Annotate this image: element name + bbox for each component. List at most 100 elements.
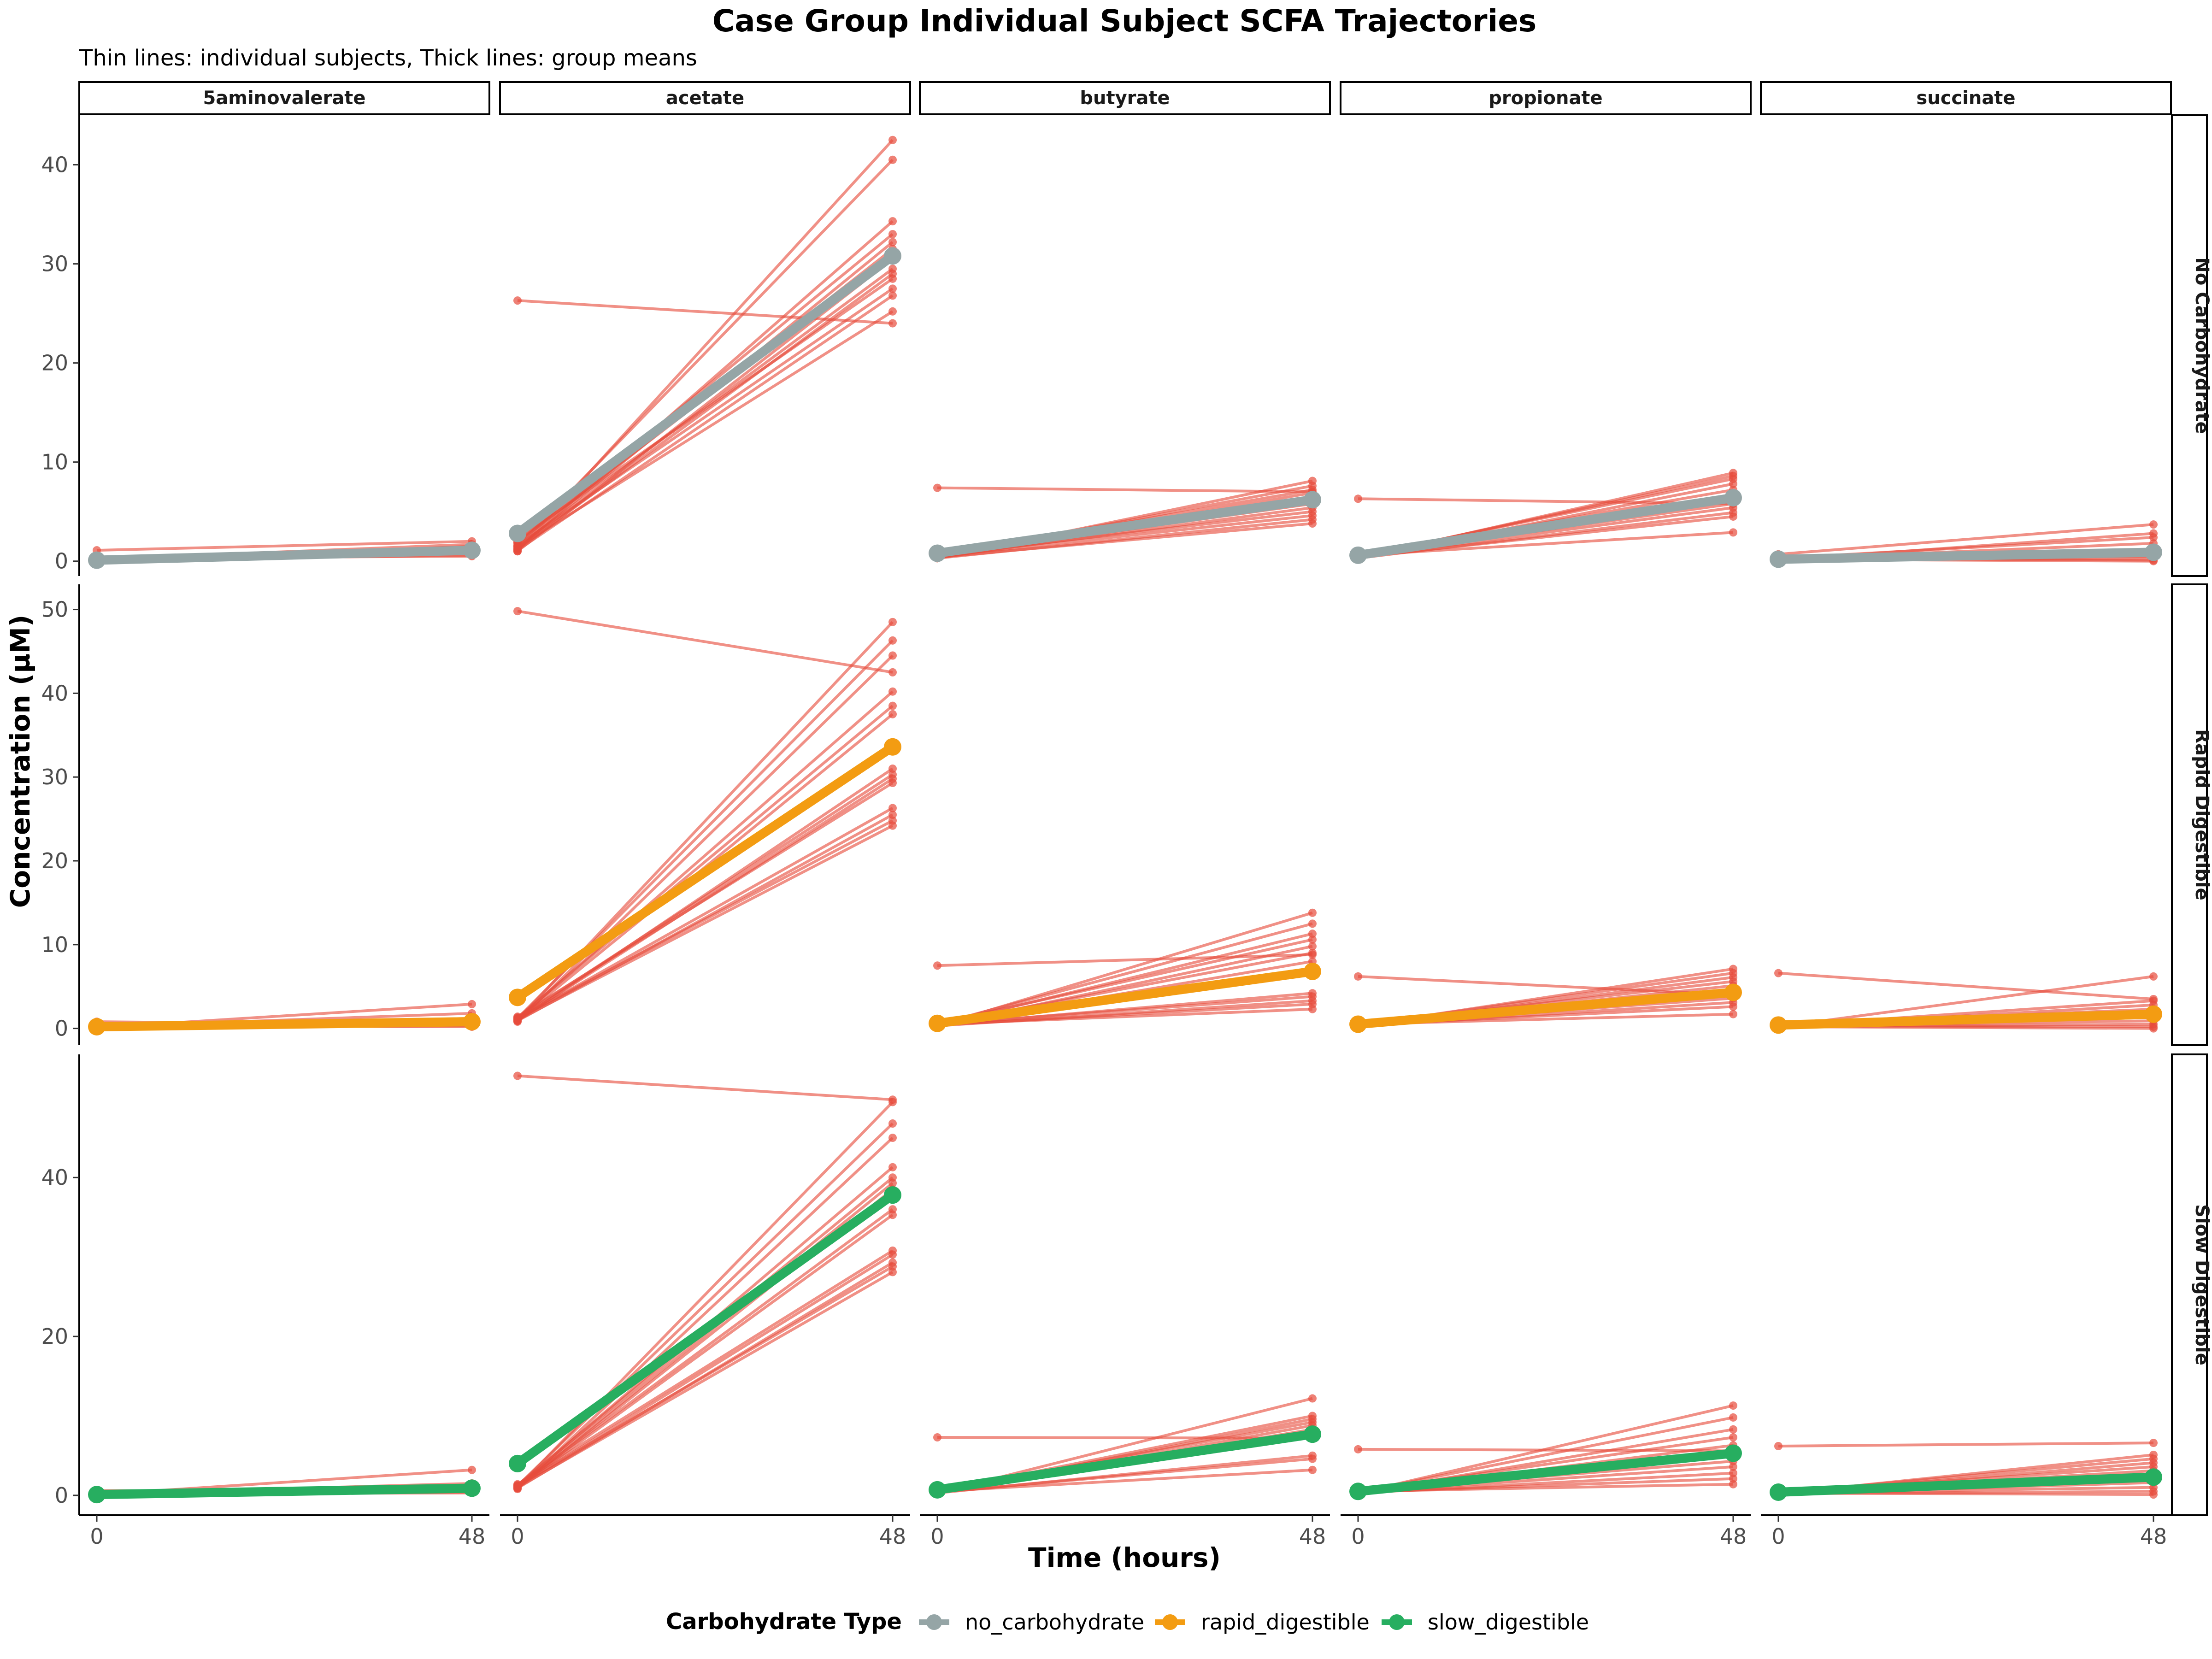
y-tick-label: 10 (41, 450, 68, 475)
group-mean-point (1724, 489, 1742, 507)
x-tick-label: 48 (2140, 1524, 2167, 1549)
x-tick-label: 48 (459, 1524, 486, 1549)
panel-rapid-digestible-succinate (1770, 969, 2162, 1034)
subject-point (1729, 1480, 1737, 1488)
group-mean-point (884, 1186, 901, 1204)
panel-no-carbohydrate-acetate (509, 135, 901, 556)
group-mean-point (1349, 1483, 1367, 1500)
group-mean-point (2145, 1005, 2162, 1023)
x-tick-label: 48 (1299, 1524, 1326, 1549)
panel-slow-digestible-acetate (509, 1071, 901, 1494)
subject-line (517, 310, 894, 549)
group-mean-line (513, 742, 897, 1002)
subject-point (1354, 494, 1362, 503)
legend-key-point (926, 1614, 942, 1630)
group-mean-point (2145, 543, 2162, 561)
subject-point (1729, 1425, 1737, 1434)
strip-label-succinate: succinate (1916, 88, 2015, 109)
subject-point (1729, 528, 1737, 537)
subject-point (888, 1250, 897, 1259)
group-mean-line (1774, 1472, 2158, 1497)
strip-label-acetate: acetate (666, 88, 744, 109)
x-tick-label: 0 (1351, 1524, 1365, 1549)
subject-point (2149, 533, 2158, 542)
subject-line (937, 1007, 1313, 1026)
subject-line (1778, 971, 2154, 1000)
subject-point (1308, 919, 1317, 928)
subject-point (888, 710, 897, 718)
group-mean-line (1353, 988, 1738, 1029)
x-tick-label: 0 (1771, 1524, 1785, 1549)
strip-label-rapid-digestible: Rapid Digestible (2191, 729, 2212, 900)
subject-point (1354, 1445, 1362, 1453)
subject-point (1308, 519, 1317, 528)
group-mean-line (1353, 1448, 1738, 1496)
group-mean-line (92, 1483, 477, 1500)
subject-line (517, 782, 894, 1018)
subject-point (1308, 1005, 1317, 1013)
group-mean-point (88, 551, 106, 569)
group-mean-point (1349, 546, 1367, 564)
x-tick-label: 0 (511, 1524, 524, 1549)
subject-point (1308, 1394, 1317, 1403)
group-mean-line (92, 1017, 477, 1031)
legend-key-point (1389, 1614, 1405, 1630)
group-mean-point (88, 1018, 106, 1035)
group-mean-line (933, 967, 1317, 1028)
subject-point (468, 1000, 476, 1008)
panel-slow-digestible-5aminovalerate (88, 1465, 481, 1504)
chart-subtitle: Thin lines: individual subjects, Thick l… (79, 45, 697, 71)
subject-line (937, 938, 1313, 1025)
subject-point (933, 961, 941, 970)
panel-no-carbohydrate-5aminovalerate (88, 537, 481, 569)
group-mean-point (929, 1481, 946, 1499)
subject-point (2149, 972, 2158, 981)
group-mean-point (1770, 550, 1787, 568)
subject-point (888, 230, 897, 239)
panels-layer: 5aminovalerate acetate butyrate propionate s… (41, 81, 2212, 1549)
panel-no-carbohydrate-succinate (1770, 520, 2162, 568)
subject-point (1308, 949, 1317, 957)
subject-point (888, 618, 897, 626)
y-tick-label: 40 (41, 681, 68, 706)
panel-slow-digestible-butyrate (929, 1394, 1321, 1499)
subject-point (1308, 930, 1317, 938)
subject-line (517, 287, 894, 547)
subject-line (937, 953, 1313, 967)
group-mean-line (933, 1430, 1317, 1494)
group-mean-line (1774, 1009, 2158, 1030)
y-tick-label: 20 (41, 848, 68, 873)
group-mean-line (1774, 547, 2158, 564)
x-tick-label: 0 (90, 1524, 103, 1549)
subject-point (888, 135, 897, 144)
group-mean-point (463, 1479, 481, 1497)
y-tick-label: 40 (41, 1165, 68, 1190)
group-mean-point (1724, 983, 1742, 1001)
strip-label-slow-digestible: Slow Digestible (2191, 1204, 2212, 1365)
subject-line (517, 1213, 894, 1489)
subject-line (517, 1265, 894, 1487)
panel-no-carbohydrate-butyrate (929, 477, 1321, 563)
legend-title: Carbohydrate Type (666, 1609, 902, 1635)
legend-item-no-carbohydrate: no_carbohydrate (919, 1610, 1144, 1635)
subject-point (888, 765, 897, 773)
legend-label-no-carbohydrate: no_carbohydrate (965, 1610, 1144, 1635)
subject-point (888, 1119, 897, 1128)
y-axis-title: Concentration (µM) (5, 615, 36, 908)
strip-propionate (1340, 81, 1752, 115)
group-mean-point (1770, 1016, 1787, 1034)
group-mean-point (509, 1454, 526, 1472)
subject-point (888, 274, 897, 283)
subject-line (937, 922, 1313, 1026)
subject-point (1774, 1442, 1783, 1450)
subject-line (937, 995, 1313, 1026)
legend-item-rapid-digestible: rapid_digestible (1155, 1610, 1370, 1635)
subject-line (1358, 1416, 1734, 1494)
legend: Carbohydrate Type no_carbohydrate rapid_… (666, 1609, 1589, 1635)
subject-point (888, 811, 897, 819)
x-tick-label: 0 (930, 1524, 944, 1549)
group-mean-point (1349, 1015, 1367, 1033)
strip-rapid-digestible (2171, 583, 2208, 1046)
subject-line (517, 1271, 894, 1489)
